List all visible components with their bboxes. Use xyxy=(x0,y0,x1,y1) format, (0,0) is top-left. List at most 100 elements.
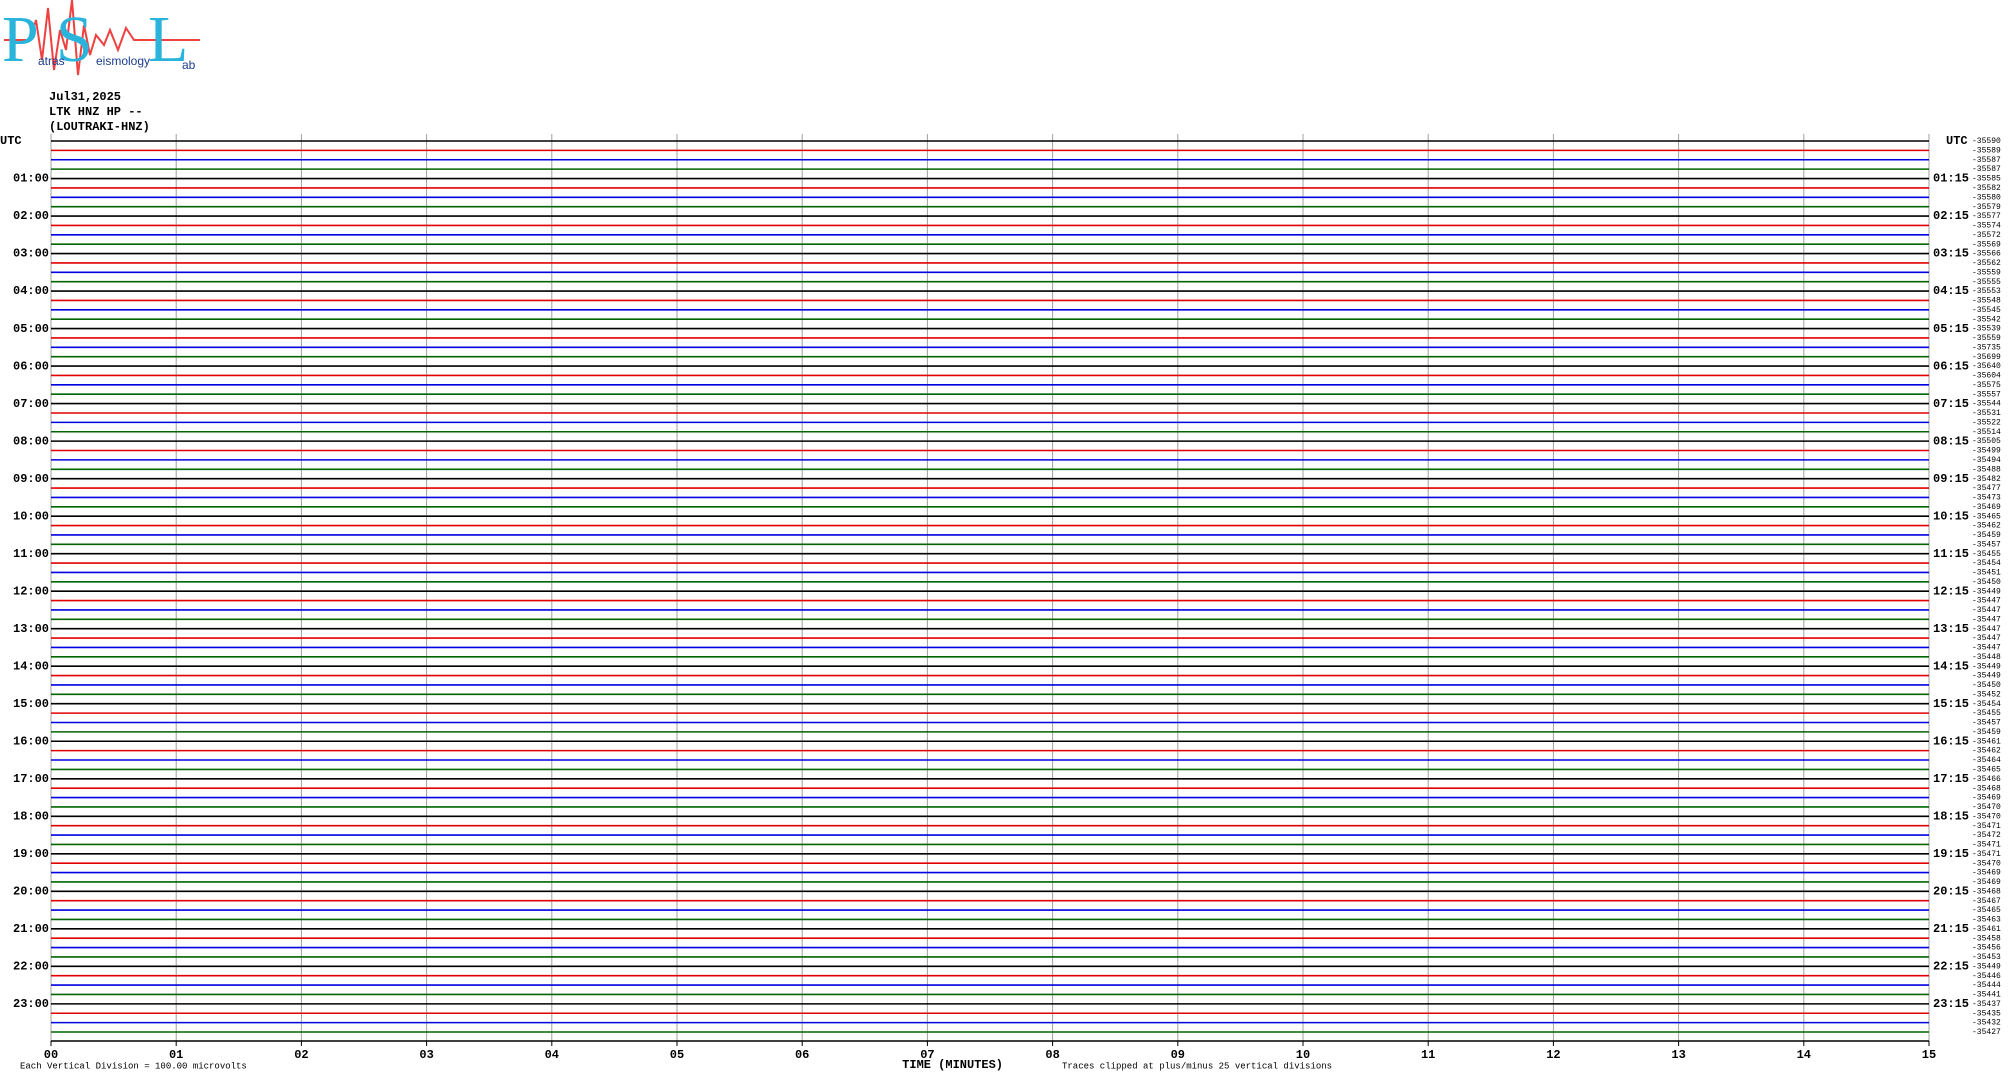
trace-offset: -35459 xyxy=(1972,531,2001,540)
trace-offset: -35589 xyxy=(1972,146,2001,155)
trace-offset: -35582 xyxy=(1972,184,2001,193)
trace-offset: -35566 xyxy=(1972,250,2001,259)
trace-offset: -35455 xyxy=(1972,709,2001,718)
row-time-label: 08:00 xyxy=(13,434,49,448)
trace-offset: -35465 xyxy=(1972,512,2001,521)
row-time-label: 10:00 xyxy=(13,509,49,523)
row-time-label: UTC xyxy=(1946,134,1968,148)
row-time-label: 06:00 xyxy=(13,359,49,373)
trace-offset: -35469 xyxy=(1972,503,2001,512)
row-time-label: 23:00 xyxy=(13,997,49,1011)
trace-offset: -35455 xyxy=(1972,550,2001,559)
trace-offset: -35465 xyxy=(1972,906,2001,915)
trace-offset: -35449 xyxy=(1972,587,2001,596)
trace-offset: -35457 xyxy=(1972,540,2001,549)
trace-offset: -35454 xyxy=(1972,700,2001,709)
row-time-label: 21:15 xyxy=(1933,922,1969,936)
trace-offset: -35466 xyxy=(1972,775,2001,784)
trace-offset: -35699 xyxy=(1972,353,2001,362)
trace-offset: -35557 xyxy=(1972,390,2001,399)
trace-offset: -35572 xyxy=(1972,231,2001,240)
row-time-label: 18:15 xyxy=(1933,809,1969,823)
trace-offset: -35555 xyxy=(1972,278,2001,287)
row-time-label: 22:00 xyxy=(13,960,49,974)
trace-offset: -35449 xyxy=(1972,962,2001,971)
row-time-label: 14:00 xyxy=(13,659,49,673)
trace-offset: -35735 xyxy=(1972,343,2001,352)
trace-offset: -35462 xyxy=(1972,522,2001,531)
x-axis-title: TIME (MINUTES) xyxy=(902,1058,1003,1072)
trace-offset: -35470 xyxy=(1972,803,2001,812)
trace-offset: -35471 xyxy=(1972,822,2001,831)
trace-offset: -35494 xyxy=(1972,456,2001,465)
x-tick-label: 13 xyxy=(1671,1048,1685,1062)
x-tick-label: 15 xyxy=(1922,1048,1936,1062)
row-time-label: 07:00 xyxy=(13,397,49,411)
trace-offset: -35461 xyxy=(1972,925,2001,934)
trace-offset: -35640 xyxy=(1972,362,2001,371)
trace-offset: -35559 xyxy=(1972,334,2001,343)
row-time-label: 21:00 xyxy=(13,922,49,936)
x-tick-label: 11 xyxy=(1421,1048,1435,1062)
trace-offset: -35447 xyxy=(1972,597,2001,606)
row-time-label: 03:00 xyxy=(13,247,49,261)
row-time-label: 08:15 xyxy=(1933,434,1969,448)
trace-offset: -35575 xyxy=(1972,381,2001,390)
row-time-label: 12:00 xyxy=(13,584,49,598)
trace-offset: -35542 xyxy=(1972,315,2001,324)
row-time-label: 22:15 xyxy=(1933,960,1969,974)
trace-offset: -35456 xyxy=(1972,944,2001,953)
trace-offset: -35432 xyxy=(1972,1019,2001,1028)
x-tick-label: 01 xyxy=(169,1048,183,1062)
trace-offset: -35446 xyxy=(1972,972,2001,981)
trace-offset: -35451 xyxy=(1972,569,2001,578)
trace-offset: -35544 xyxy=(1972,400,2001,409)
trace-offset: -35469 xyxy=(1972,794,2001,803)
trace-offset: -35470 xyxy=(1972,812,2001,821)
row-time-label: 13:00 xyxy=(13,622,49,636)
row-time-label: 12:15 xyxy=(1933,584,1969,598)
logo-word: ab xyxy=(182,58,196,72)
x-tick-label: 14 xyxy=(1797,1048,1811,1062)
row-time-label: 03:15 xyxy=(1933,247,1969,261)
trace-offset: -35472 xyxy=(1972,831,2001,840)
row-time-label: 17:15 xyxy=(1933,772,1969,786)
trace-offset: -35531 xyxy=(1972,409,2001,418)
trace-offset: -35577 xyxy=(1972,212,2001,221)
logo-letter: L xyxy=(148,3,188,76)
x-tick-label: 07 xyxy=(920,1048,934,1062)
footer-note: Traces clipped at plus/minus 25 vertical… xyxy=(1062,1061,1332,1071)
row-time-label: 09:15 xyxy=(1933,472,1969,486)
row-time-label: 04:00 xyxy=(13,284,49,298)
footer-note: Each Vertical Division = 100.00 microvol… xyxy=(20,1061,247,1071)
trace-offset: -35488 xyxy=(1972,465,2001,474)
row-time-label: 13:15 xyxy=(1933,622,1969,636)
trace-offset: -35469 xyxy=(1972,869,2001,878)
trace-offset: -35470 xyxy=(1972,859,2001,868)
trace-offset: -35562 xyxy=(1972,259,2001,268)
logo-squiggle xyxy=(4,0,200,76)
row-time-label: 20:15 xyxy=(1933,884,1969,898)
row-time-label: 02:15 xyxy=(1933,209,1969,223)
logo-word: atras xyxy=(38,54,65,68)
logo-letter: S xyxy=(56,3,93,76)
row-time-label: 20:00 xyxy=(13,884,49,898)
row-time-label: 01:15 xyxy=(1933,172,1969,186)
logo: P S L atras eismology ab xyxy=(2,0,200,76)
trace-offset: -35471 xyxy=(1972,850,2001,859)
trace-offset: -35539 xyxy=(1972,325,2001,334)
trace-offset: -35559 xyxy=(1972,268,2001,277)
trace-offset: -35454 xyxy=(1972,559,2001,568)
trace-offset: -35505 xyxy=(1972,437,2001,446)
trace-offset: -35467 xyxy=(1972,897,2001,906)
trace-offset: -35574 xyxy=(1972,222,2001,231)
trace-offset: -35471 xyxy=(1972,841,2001,850)
trace-offset: -35447 xyxy=(1972,644,2001,653)
row-time-label: 05:00 xyxy=(13,322,49,336)
trace-offset: -35522 xyxy=(1972,418,2001,427)
row-time-label: 19:15 xyxy=(1933,847,1969,861)
row-time-label: 23:15 xyxy=(1933,997,1969,1011)
trace-offset: -35448 xyxy=(1972,653,2001,662)
row-time-label: 18:00 xyxy=(13,809,49,823)
